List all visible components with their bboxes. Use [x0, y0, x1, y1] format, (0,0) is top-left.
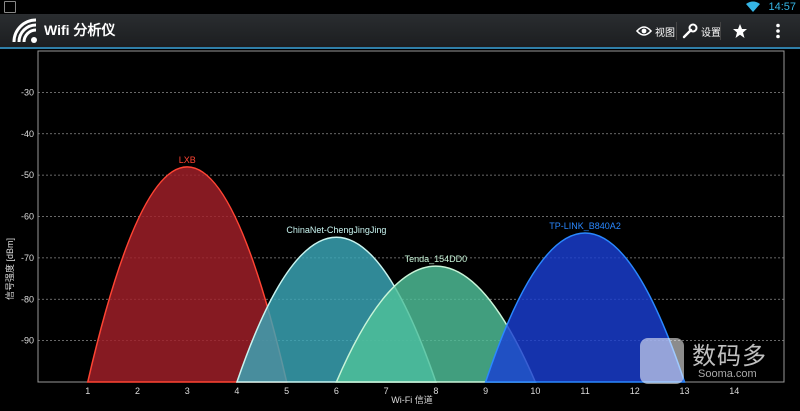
x-tick-label: 11: [580, 386, 589, 396]
watermark-url: Sooma.com: [698, 368, 757, 380]
watermark-text: 数码多: [692, 342, 767, 370]
x-tick-label: 9: [483, 386, 488, 396]
y-tick-label: -70: [21, 253, 34, 263]
favorite-button[interactable]: [732, 21, 748, 41]
y-tick-label: -90: [21, 336, 34, 346]
y-tick-labels: -30 -40 -50 -60 -70 -80 -90: [21, 87, 34, 345]
settings-label: 设置: [701, 27, 721, 39]
series-area: [484, 232, 686, 383]
star-icon: [733, 24, 747, 38]
wifi-icon: [746, 1, 760, 12]
y-tick-label: -40: [21, 129, 34, 139]
wifi-fan-icon: [12, 18, 37, 43]
clock: 14:57: [768, 1, 796, 13]
y-tick-label: -60: [21, 212, 34, 222]
series-label: Tenda_154DD0: [405, 254, 468, 264]
app-title: Wifi 分析仪: [44, 22, 116, 38]
overflow-menu-icon: [776, 23, 780, 39]
status-bar: 14:57: [0, 0, 800, 14]
view-label: 视图: [655, 27, 675, 39]
x-tick-label: 4: [234, 386, 239, 396]
watermark: 数码多 Sooma.com: [640, 336, 790, 388]
series-area: [86, 166, 288, 383]
x-tick-label: 2: [135, 386, 140, 396]
x-axis-label: Wi-Fi 信道: [391, 394, 433, 405]
series-label: TP-LINK_B840A2: [549, 221, 621, 231]
x-tick-label: 12: [630, 386, 640, 396]
view-button[interactable]: 视图: [636, 21, 675, 41]
sd-card-icon: [4, 1, 16, 13]
x-tick-label: 14: [729, 386, 739, 396]
series-labels: LXB ChinaNet-ChengJingJing Tenda_154DD0 TP-…: [179, 155, 621, 264]
x-tick-label: 8: [433, 386, 438, 396]
y-tick-label: -50: [21, 170, 34, 180]
eye-icon: [636, 26, 652, 36]
x-tick-label: 1: [85, 386, 90, 396]
settings-button[interactable]: 设置: [682, 21, 721, 41]
y-tick-label: -80: [21, 294, 34, 304]
watermark-logo-icon: [640, 338, 684, 384]
x-tick-label: 3: [185, 386, 190, 396]
x-tick-label: 6: [334, 386, 339, 396]
x-tick-label: 5: [284, 386, 289, 396]
x-tick-label: 13: [680, 386, 690, 396]
chart-svg: -30-40-50-60-70-80-90 1 2 3 4 5 6 7 8 9 10 11 12 13 1…: [4, 50, 785, 405]
series-label: LXB: [179, 155, 196, 165]
series-label: ChinaNet-ChengJingJing: [286, 225, 386, 235]
overflow-menu-button[interactable]: [775, 21, 781, 41]
x-tick-label: 10: [530, 386, 540, 396]
x-tick-label: 7: [384, 386, 389, 396]
y-axis-label: 信号强度 [dBm]: [4, 238, 15, 300]
series-group: [86, 166, 686, 383]
wrench-icon: [682, 23, 698, 39]
action-bar: Wifi 分析仪 视图 设置: [0, 14, 800, 49]
y-tick-label: -30: [21, 87, 34, 97]
signal-chart: -30 -40 -50 -60 -70 -80 -90 1 2 3 4 5 6 7 8 9 10 11 12 13 1…: [0, 49, 800, 407]
x-tick-labels: 1 2 3 4 5 6 7 8 9 10 11 12 13 14: [85, 386, 739, 396]
